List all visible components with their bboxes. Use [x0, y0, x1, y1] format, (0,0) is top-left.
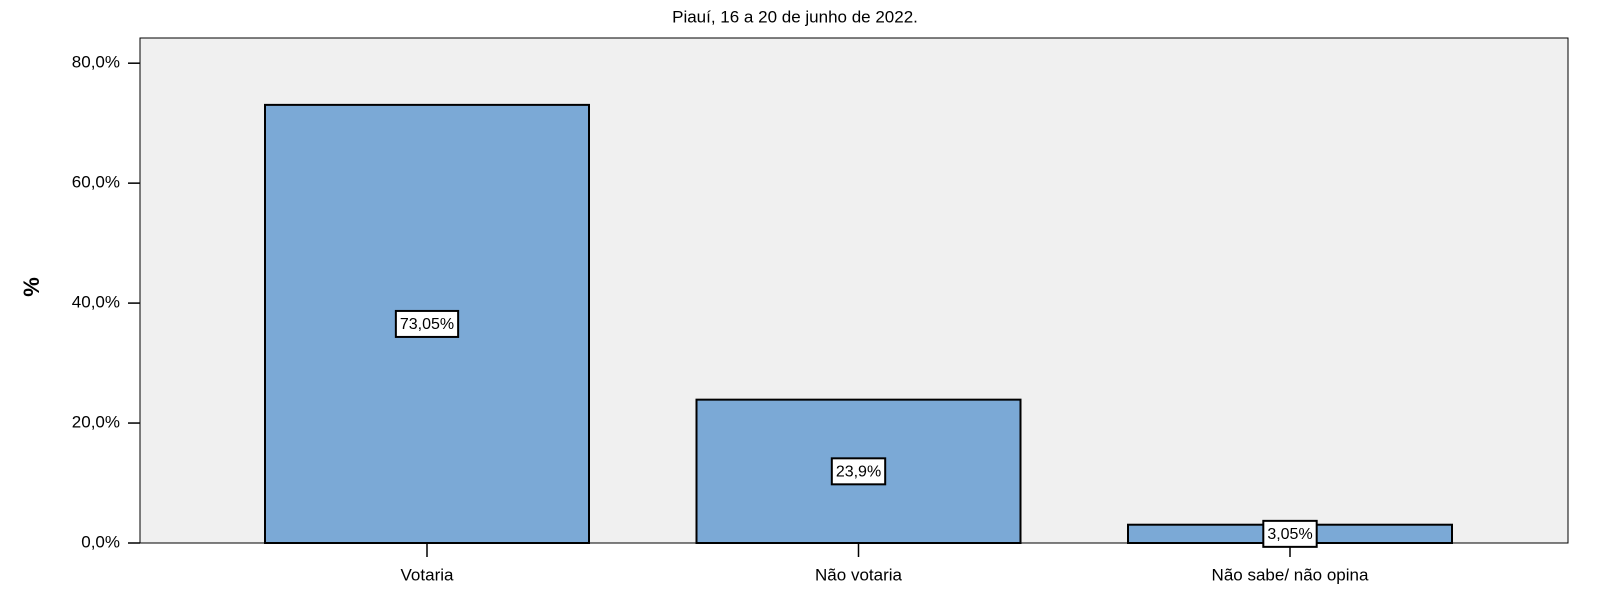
y-tick-label: 20,0% — [72, 413, 120, 432]
value-label: 23,9% — [836, 464, 881, 481]
value-label-box — [394, 309, 460, 338]
y-axis-label: % — [19, 277, 44, 297]
x-tick-label: Não votaria — [815, 565, 902, 584]
x-tick-label: Votaria — [401, 565, 454, 584]
y-tick-label: 60,0% — [72, 173, 120, 192]
x-tick-label: Não sabe/ não opina — [1212, 565, 1369, 584]
value-label-box — [1262, 519, 1318, 548]
value-label: 73,05% — [400, 316, 454, 333]
value-label: 3,05% — [1267, 526, 1312, 543]
y-tick-label: 80,0% — [72, 53, 120, 72]
chart-title: Piauí, 16 a 20 de junho de 2022. — [672, 7, 918, 26]
y-tick-label: 0,0% — [81, 532, 120, 551]
value-label-box — [830, 457, 887, 486]
y-tick-label: 40,0% — [72, 293, 120, 312]
